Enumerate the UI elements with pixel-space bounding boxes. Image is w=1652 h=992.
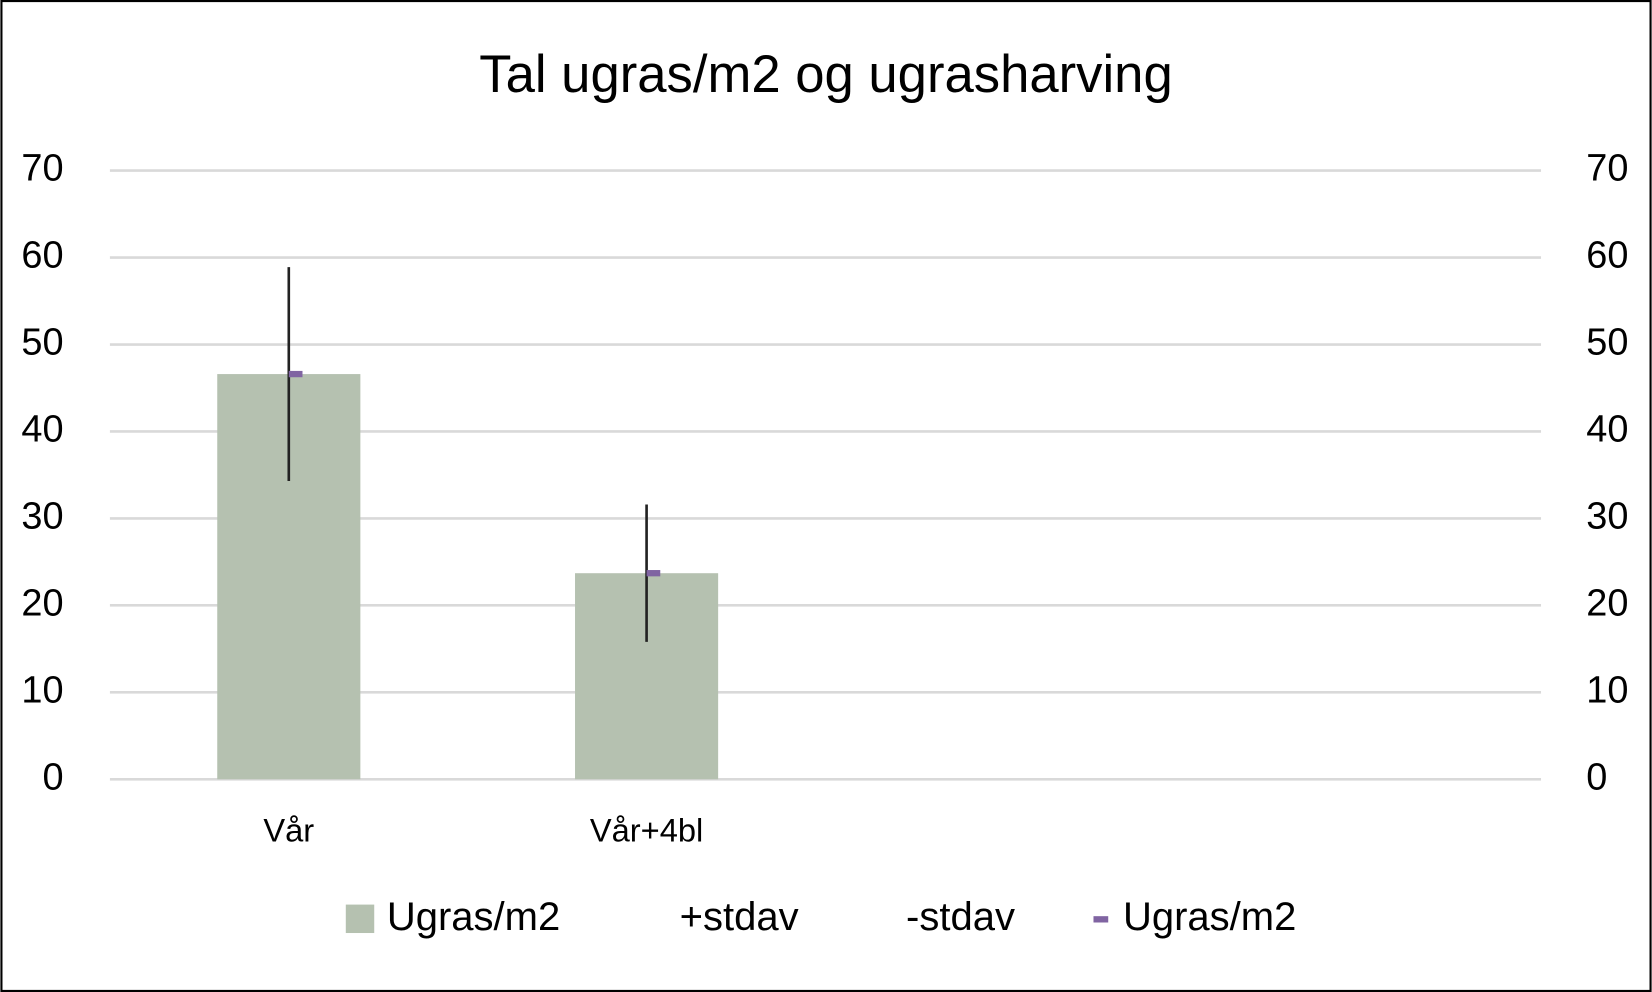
y-tick-label: 10 [21, 669, 63, 711]
x-tick-label: Vår [263, 812, 314, 849]
legend-label: Ugras/m2 [387, 895, 560, 939]
y2-tick-label: 60 [1586, 235, 1628, 277]
y-tick-label: 20 [21, 582, 63, 624]
y2-tick-label: 10 [1586, 669, 1628, 711]
legend-label: Ugras/m2 [1123, 895, 1296, 939]
y2-tick-label: 70 [1586, 148, 1628, 190]
y-tick-label: 40 [21, 408, 63, 450]
y2-tick-label: 0 [1586, 756, 1607, 798]
x-tick-label: Vår+4bl [590, 812, 703, 849]
y2-tick-label: 20 [1586, 582, 1628, 624]
legend-swatch [1093, 916, 1109, 923]
y-tick-label: 70 [21, 148, 63, 190]
y2-tick-label: 50 [1586, 322, 1628, 364]
y-tick-label: 30 [21, 495, 63, 537]
legend-label: +stdav [680, 895, 799, 939]
y-tick-label: 0 [42, 756, 63, 798]
chart-title: Tal ugras/m2 og ugrasharving [479, 45, 1172, 104]
legend-swatch [345, 904, 375, 934]
y2-tick-label: 30 [1586, 495, 1628, 537]
dash-marker [288, 370, 303, 378]
y2-tick-label: 40 [1586, 408, 1628, 450]
y-tick-label: 60 [21, 235, 63, 277]
y-tick-label: 50 [21, 322, 63, 364]
dash-marker [646, 570, 661, 577]
legend-label: -stdav [906, 895, 1015, 939]
